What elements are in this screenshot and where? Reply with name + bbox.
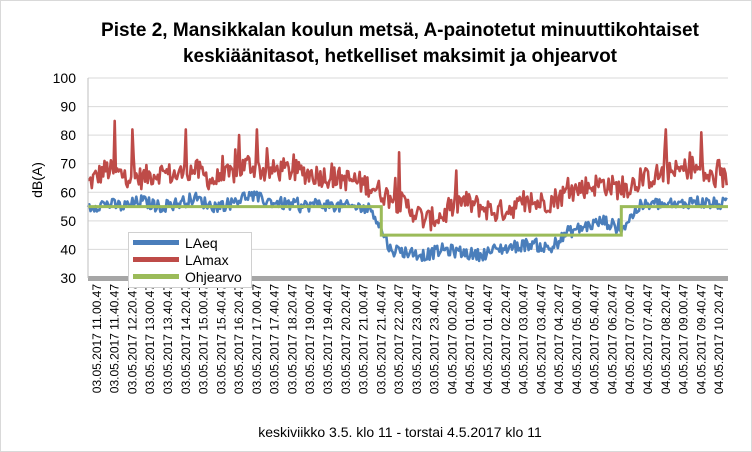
y-tick-label-90: 90: [60, 99, 76, 115]
x-tick-label: 04.05.2017 05.40.47: [588, 284, 602, 394]
legend-label-lamax: LAmax: [185, 251, 229, 268]
x-tick-label: 04.05.2017 08.20.47: [659, 284, 673, 394]
x-tick-label: 04.05.2017 02.20.47: [499, 284, 513, 394]
x-tick-label: 03.05.2017 21.00.47: [357, 284, 371, 394]
x-tick-label: 04.05.2017 03.40.47: [534, 284, 548, 394]
y-tick-label-80: 80: [60, 127, 76, 143]
x-tick-label: 04.05.2017 10.20.47: [712, 284, 726, 394]
x-tick-label: 04.05.2017 05.00.47: [570, 284, 584, 394]
x-tick-label: 03.05.2017 23.40.47: [428, 284, 442, 394]
chart-title: Piste 2, Mansikkalan koulun metsä, A-pai…: [60, 18, 740, 70]
x-tick-label: 04.05.2017 09.40.47: [694, 284, 708, 394]
x-tick-label: 04.05.2017 09.00.47: [677, 284, 691, 394]
x-tick-label: 04.05.2017 07.40.47: [641, 284, 655, 394]
legend: LAeq LAmax Ohjearvo: [128, 232, 252, 288]
legend-label-ohjearvo: Ohjearvo: [185, 268, 242, 285]
x-tick-label: 03.05.2017 12.20.47: [125, 284, 139, 394]
legend-item-laeq: LAeq: [133, 234, 218, 251]
y-tick-label-50: 50: [60, 213, 76, 229]
legend-item-ohjearvo: Ohjearvo: [133, 268, 242, 285]
chart-title-line-2: keskiäänitasot, hetkelliset maksimit ja …: [182, 46, 618, 67]
chart-title-line-1: Piste 2, Mansikkalan koulun metsä, A-pai…: [101, 20, 699, 41]
x-tick-label: 04.05.2017 03.00.47: [517, 284, 531, 394]
x-tick-label: 03.05.2017 13.00.47: [143, 284, 157, 394]
y-tick-label-60: 60: [60, 184, 76, 200]
x-tick-label: 04.05.2017 01.40.47: [481, 284, 495, 394]
x-tick-label: 04.05.2017 06.20.47: [605, 284, 619, 394]
x-axis-label: keskiviikko 3.5. klo 11 - torstai 4.5.20…: [258, 424, 542, 440]
x-tick-label: 03.05.2017 18.20.47: [285, 284, 299, 394]
legend-swatch-ohjearvo: [133, 274, 179, 279]
x-tick-label: 03.05.2017 17.00.47: [250, 284, 264, 394]
x-tick-label: 04.05.2017 01.00.47: [463, 284, 477, 394]
series-line-lamax: [87, 119, 728, 232]
series-line-ohjearvo: [88, 205, 728, 237]
x-tick-label: 03.05.2017 23.00.47: [410, 284, 424, 394]
y-tick-label-30: 30: [60, 270, 76, 286]
x-tick-label: 03.05.2017 16.20.47: [232, 284, 246, 394]
x-tick-label: 03.05.2017 13.40.47: [161, 284, 175, 394]
x-tick-label: 03.05.2017 11.00.47: [90, 284, 104, 394]
legend-swatch-lamax: [133, 257, 179, 262]
x-tick-label: 03.05.2017 14.20.47: [179, 284, 193, 394]
x-tick-label: 03.05.2017 21.40.47: [374, 284, 388, 394]
x-tick-label: 03.05.2017 17.40.47: [268, 284, 282, 394]
x-tick-label: 03.05.2017 20.20.47: [339, 284, 353, 394]
axes: 30 40 50 60 70 80 90 100 03.05.2017 11.00.47 03.0…: [53, 70, 728, 394]
x-tick-label: 03.05.2017 15.40.47: [214, 284, 228, 394]
series-lines: [86, 119, 728, 263]
legend-swatch-laeq: [133, 240, 179, 245]
y-tick-label-70: 70: [60, 156, 76, 172]
x-tick-label: 04.05.2017 04.20.47: [552, 284, 566, 394]
x-tick-label: 03.05.2017 15.00.47: [197, 284, 211, 394]
grid-lines: [88, 77, 728, 250]
x-tick-label: 04.05.2017 07.00.47: [623, 284, 637, 394]
y-tick-label-40: 40: [60, 241, 76, 257]
y-axis-label: dB(A): [29, 162, 45, 198]
y-tick-label-100: 100: [53, 70, 77, 86]
legend-label-laeq: LAeq: [185, 234, 218, 251]
legend-item-lamax: LAmax: [133, 251, 229, 268]
x-tick-label: 03.05.2017 19.00.47: [303, 284, 317, 394]
x-tick-label: 04.05.2017 00.20.47: [445, 284, 459, 394]
x-tick-label: 03.05.2017 22.20.47: [392, 284, 406, 394]
x-tick-label: 03.05.2017 11.40.47: [108, 284, 122, 394]
x-axis-line: [88, 276, 728, 281]
x-tick-label: 03.05.2017 19.40.47: [321, 284, 335, 394]
